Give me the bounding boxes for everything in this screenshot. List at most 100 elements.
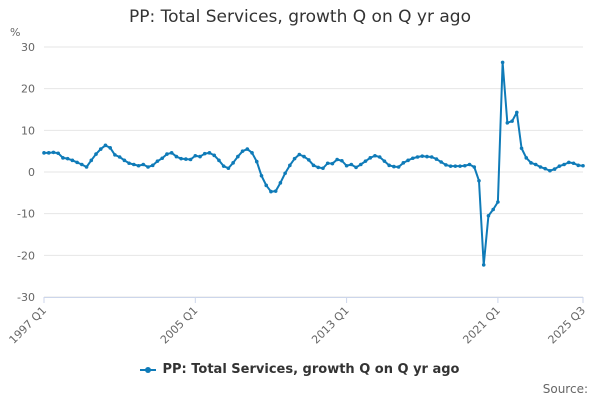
data-point-69[interactable] — [368, 156, 373, 160]
data-point-35[interactable] — [207, 151, 212, 155]
data-point-101[interactable] — [519, 146, 524, 151]
data-point-0[interactable] — [42, 151, 46, 155]
data-point-25[interactable] — [160, 156, 164, 161]
data-point-32[interactable] — [193, 153, 198, 158]
data-point-103[interactable] — [529, 161, 533, 165]
data-point-70[interactable] — [373, 153, 377, 158]
data-point-64[interactable] — [344, 163, 349, 168]
data-point-71[interactable] — [377, 155, 382, 159]
data-point-105[interactable] — [538, 165, 543, 169]
data-point-19[interactable] — [132, 162, 136, 167]
data-point-47[interactable] — [264, 183, 269, 188]
data-point-13[interactable] — [103, 143, 108, 148]
data-point-52[interactable] — [288, 163, 292, 168]
data-point-90[interactable] — [467, 162, 472, 167]
data-point-41[interactable] — [236, 154, 240, 159]
data-point-67[interactable] — [358, 162, 363, 167]
data-point-111[interactable] — [567, 160, 571, 165]
data-point-91[interactable] — [472, 165, 477, 169]
data-point-55[interactable] — [302, 154, 306, 159]
data-point-24[interactable] — [155, 159, 160, 163]
data-point-49[interactable] — [273, 189, 278, 193]
data-point-33[interactable] — [198, 154, 202, 159]
data-point-57[interactable] — [311, 163, 316, 168]
data-point-98[interactable] — [505, 121, 510, 125]
data-point-66[interactable] — [354, 165, 358, 170]
data-point-79[interactable] — [415, 155, 420, 159]
data-point-73[interactable] — [387, 163, 391, 168]
data-point-81[interactable] — [425, 154, 429, 159]
data-point-9[interactable] — [84, 165, 89, 169]
data-point-92[interactable] — [477, 178, 481, 183]
data-point-77[interactable] — [406, 158, 410, 163]
data-point-114[interactable] — [581, 163, 585, 168]
data-point-17[interactable] — [122, 158, 127, 163]
data-point-76[interactable] — [401, 161, 406, 165]
data-point-36[interactable] — [212, 153, 217, 158]
data-point-5[interactable] — [65, 156, 70, 161]
data-point-65[interactable] — [349, 162, 354, 167]
data-point-84[interactable] — [439, 160, 443, 164]
data-point-56[interactable] — [306, 158, 311, 162]
data-point-46[interactable] — [259, 173, 264, 178]
data-point-60[interactable] — [325, 161, 330, 166]
data-point-112[interactable] — [571, 161, 576, 166]
data-point-86[interactable] — [448, 164, 453, 168]
data-point-68[interactable] — [363, 159, 368, 163]
data-point-61[interactable] — [330, 161, 335, 166]
data-point-93[interactable] — [481, 263, 486, 267]
data-point-72[interactable] — [382, 159, 387, 163]
data-point-23[interactable] — [150, 163, 155, 168]
data-point-63[interactable] — [340, 158, 344, 163]
data-point-108[interactable] — [552, 167, 557, 171]
data-point-62[interactable] — [335, 157, 339, 162]
data-point-82[interactable] — [429, 155, 434, 159]
data-point-3[interactable] — [56, 151, 60, 156]
data-point-16[interactable] — [117, 155, 122, 159]
data-point-58[interactable] — [316, 165, 321, 170]
data-point-53[interactable] — [292, 156, 297, 161]
data-point-100[interactable] — [515, 110, 519, 115]
data-point-102[interactable] — [524, 156, 529, 160]
legend[interactable]: PP: Total Services, growth Q on Q yr ago — [0, 362, 600, 377]
data-point-59[interactable] — [321, 166, 325, 171]
data-point-28[interactable] — [174, 154, 179, 159]
data-point-48[interactable] — [269, 189, 273, 194]
data-point-20[interactable] — [136, 163, 141, 168]
data-point-78[interactable] — [410, 156, 415, 161]
data-point-2[interactable] — [51, 150, 56, 155]
data-point-85[interactable] — [444, 163, 448, 167]
data-point-45[interactable] — [254, 159, 259, 164]
data-point-54[interactable] — [297, 152, 302, 157]
data-point-21[interactable] — [141, 162, 146, 167]
data-point-30[interactable] — [184, 157, 188, 161]
data-point-107[interactable] — [548, 168, 552, 173]
data-point-7[interactable] — [75, 160, 79, 165]
data-point-95[interactable] — [491, 207, 495, 212]
data-point-29[interactable] — [179, 156, 183, 161]
data-point-83[interactable] — [434, 157, 439, 161]
data-point-94[interactable] — [486, 213, 491, 218]
data-point-96[interactable] — [496, 200, 500, 204]
data-point-14[interactable] — [108, 146, 112, 150]
data-point-89[interactable] — [463, 163, 467, 168]
data-point-18[interactable] — [127, 161, 131, 166]
data-point-4[interactable] — [61, 156, 65, 160]
data-point-15[interactable] — [113, 153, 117, 157]
data-point-12[interactable] — [98, 147, 103, 151]
data-point-10[interactable] — [89, 158, 94, 163]
data-point-43[interactable] — [245, 147, 250, 151]
data-point-104[interactable] — [533, 162, 538, 167]
data-point-39[interactable] — [226, 166, 231, 171]
data-point-110[interactable] — [562, 162, 566, 167]
data-point-8[interactable] — [80, 162, 84, 167]
data-point-26[interactable] — [165, 152, 169, 156]
data-point-88[interactable] — [458, 164, 462, 168]
data-point-97[interactable] — [500, 60, 505, 65]
data-point-50[interactable] — [278, 181, 283, 185]
data-point-34[interactable] — [202, 151, 207, 156]
data-point-87[interactable] — [453, 164, 458, 168]
data-point-38[interactable] — [221, 164, 226, 168]
data-point-75[interactable] — [396, 165, 401, 169]
data-point-42[interactable] — [240, 149, 245, 153]
